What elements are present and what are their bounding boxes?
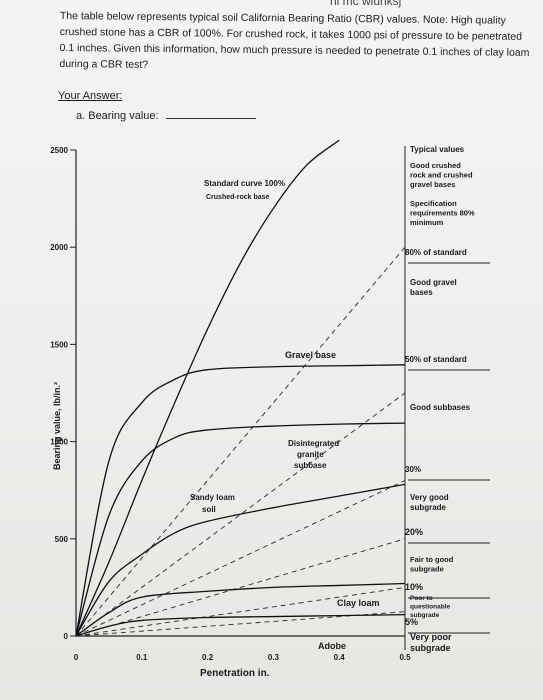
answer-row: a. Bearing value: (76, 108, 256, 122)
right-note-7: Very good subgrade (410, 493, 449, 512)
axis-ticks: 0 500 1000 1500 2000 2500 0 0.1 0.2 0.3 0.4 0.5 (50, 146, 411, 662)
y-tick-label: 2500 (50, 146, 68, 155)
chart-frame (75, 146, 406, 650)
curve-3 (75, 483, 406, 637)
dg-label-3: subbase (294, 461, 327, 470)
right-note-5: Good subbases (410, 403, 471, 412)
standard-curve-label: Standard curve 100% (204, 179, 285, 188)
header-fragment: ni mc wiunksj (330, 0, 402, 8)
crushed-rock-label: Crushed-rock base (206, 194, 270, 201)
right-note-6: 30% (405, 465, 421, 474)
right-note-line: 50% of standard (405, 355, 467, 364)
right-note-3: Good gravel bases (410, 278, 457, 297)
right-note-11: Poor to questionable subgrade (410, 595, 450, 619)
right-note-line: subgrade (410, 612, 440, 619)
bearing-value-label: a. Bearing value: (76, 110, 159, 122)
right-note-line: 20% (405, 527, 423, 537)
right-note-8: 20% (405, 527, 423, 537)
sandy-loam-soil-label: soil (202, 505, 216, 514)
right-note-line: minimum (410, 218, 444, 227)
typical-values-heading: Typical values (410, 145, 465, 154)
right-note-line: 5% (405, 617, 418, 627)
reference-line-10pct (75, 586, 406, 637)
curve-1 (75, 364, 406, 637)
bearing-value-input[interactable] (165, 108, 256, 119)
right-note-4: 50% of standard (405, 355, 467, 364)
y-tick-label: 1000 (50, 438, 68, 447)
gravel-base-label: Gravel base (285, 350, 336, 360)
right-note-1: Specification requirements 80% minimum (410, 199, 475, 227)
sandy-loam-label: Sandy loam (190, 493, 235, 502)
right-annotations: Good crushed rock and crushed gravel bases… (405, 161, 490, 653)
right-note-line: questionable (410, 604, 450, 611)
right-note-line: 80% of standard (405, 248, 467, 257)
right-note-line: Very poor (410, 632, 452, 642)
answer-heading: Your Answer: (58, 90, 123, 102)
y-tick-label: 0 (64, 632, 69, 641)
x-axis-label: Penetration in. (200, 668, 270, 679)
x-tick-label: 0.1 (136, 653, 148, 662)
right-note-line: bases (410, 288, 433, 297)
right-note-line: Good gravel (410, 278, 457, 287)
right-note-line: gravel bases (410, 180, 455, 189)
x-tick-label: 0.4 (334, 653, 346, 662)
right-note-line: subgrade (410, 503, 447, 512)
x-tick-label: 0.5 (399, 653, 411, 662)
reference-line-30pct (75, 480, 406, 637)
x-tick-label: 0.3 (268, 653, 280, 662)
reference-line-80pct (75, 246, 406, 637)
curve-5 (75, 613, 406, 637)
curve-2 (75, 422, 406, 637)
right-note-13: Very poor subgrade (410, 632, 452, 653)
right-note-line: Good subbases (410, 403, 471, 412)
y-tick-label: 1500 (50, 340, 68, 349)
y-axis-label: Bearing value, lb/in.² (52, 382, 62, 470)
right-note-line: 30% (405, 465, 421, 474)
right-note-line: Very good (410, 493, 449, 502)
right-note-line: subgrade (410, 643, 451, 653)
right-note-line: subgrade (410, 565, 444, 574)
right-note-line: 10% (405, 582, 423, 592)
right-note-0: Good crushed rock and crushed gravel bases (410, 161, 473, 189)
reference-lines (75, 246, 406, 637)
right-note-line: Specification (410, 199, 457, 208)
curves (75, 139, 406, 637)
curve-0 (75, 139, 340, 637)
clay-loam-label: Clay loam (337, 598, 380, 608)
y-tick-label: 500 (55, 535, 69, 544)
right-note-12: 5% (405, 617, 418, 627)
right-note-line: rock and crushed (410, 171, 473, 180)
y-tick-label: 2000 (50, 243, 68, 252)
right-note-line: Fair to good (410, 555, 454, 564)
right-note-9: Fair to good subgrade (410, 555, 454, 574)
dg-label-1: Disintegrated (288, 439, 339, 448)
right-note-10: 10% (405, 582, 423, 592)
dg-label-2: granite (297, 450, 324, 459)
reference-line-20pct (75, 538, 406, 637)
right-note-line: Poor to (410, 595, 433, 602)
curve-4 (75, 582, 406, 637)
right-note-2: 80% of standard (405, 248, 467, 257)
right-note-line: Good crushed (410, 161, 461, 170)
x-tick-label: 0 (74, 653, 79, 662)
adobe-label: Adobe (318, 641, 346, 651)
right-note-line: requirements 80% (410, 209, 475, 218)
x-tick-label: 0.2 (202, 653, 214, 662)
